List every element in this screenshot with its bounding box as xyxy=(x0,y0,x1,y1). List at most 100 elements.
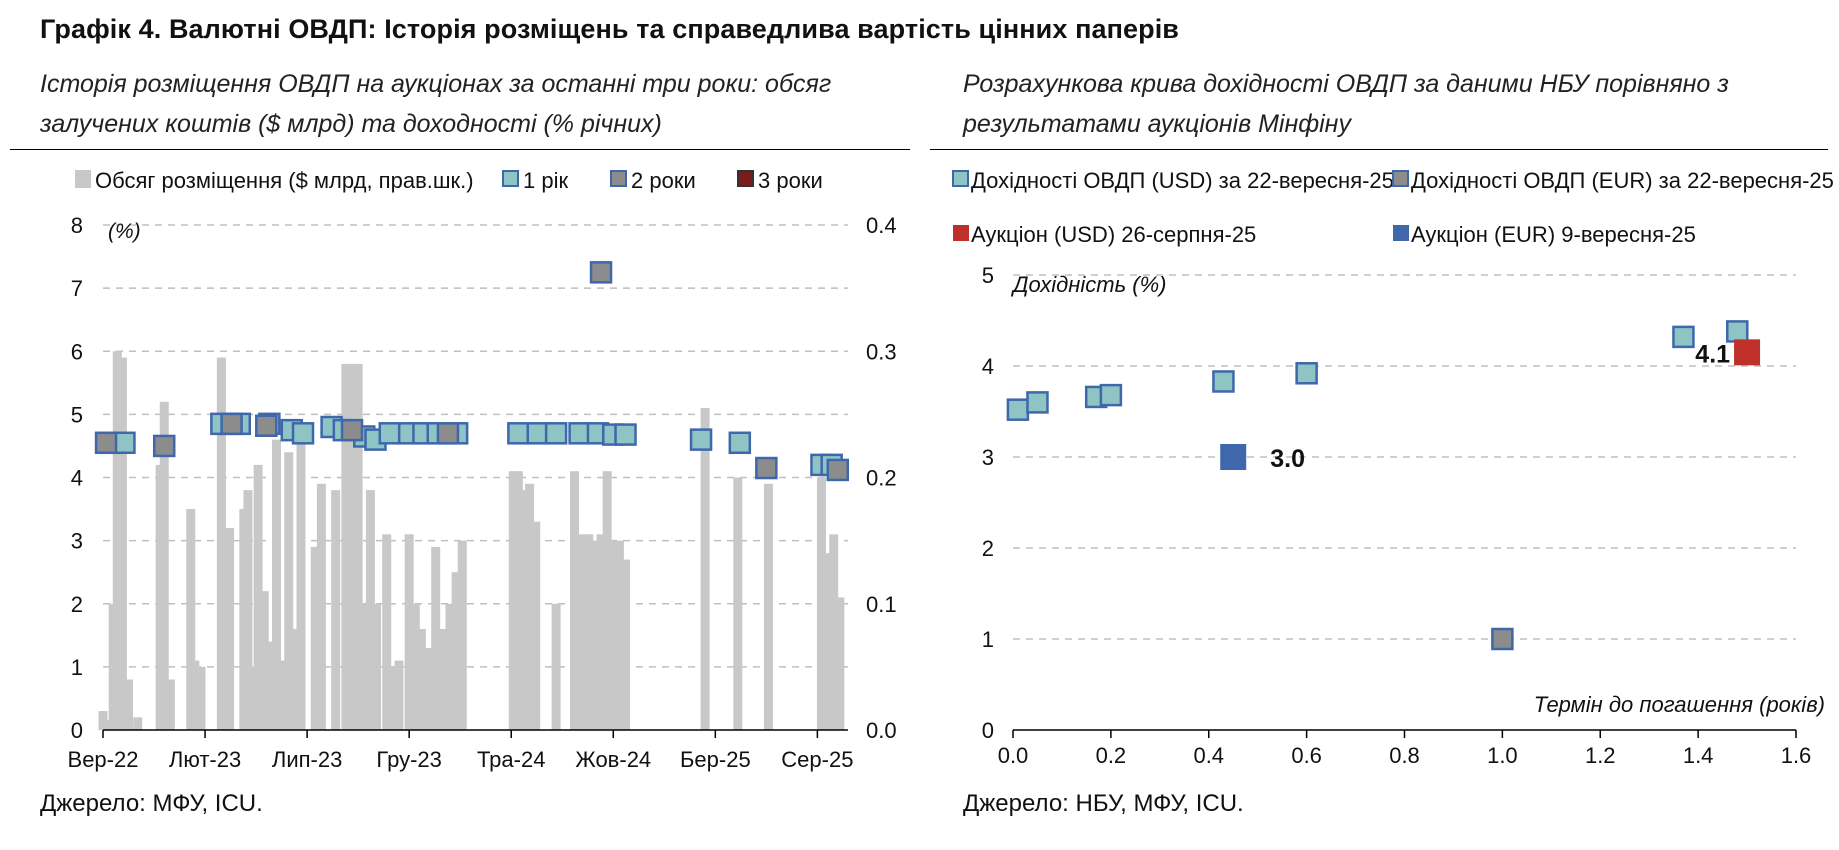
x-axis-title: Термін до погашення (років) xyxy=(1534,692,1825,717)
volume-bar xyxy=(365,490,375,730)
y2-tick-label: 0.0 xyxy=(866,718,897,743)
y-tick-label: 7 xyxy=(71,276,83,301)
volume-bar xyxy=(835,597,845,730)
volume-bar xyxy=(700,408,710,730)
legend-swatch-volume xyxy=(75,170,91,188)
volume-bar xyxy=(431,546,441,730)
usd-yield-marker xyxy=(1672,325,1695,349)
y-tick-label: 4 xyxy=(71,466,83,491)
volume-bar xyxy=(416,629,426,730)
volume-bar xyxy=(829,534,839,730)
legend-label: Аукціон (USD) 26-серпня-25 xyxy=(971,222,1256,247)
y-tick-label: 1 xyxy=(982,627,994,652)
yield-marker xyxy=(589,261,613,284)
x-tick-label: 0.6 xyxy=(1291,743,1322,768)
legend-label: Дохідності ОВДП (USD) за 22-вересня-25 xyxy=(971,168,1394,193)
legend-swatch xyxy=(952,170,969,187)
legend-swatch xyxy=(502,170,519,187)
yield-marker xyxy=(544,422,568,445)
volume-bar xyxy=(590,540,600,730)
y-tick-label: 2 xyxy=(982,536,994,561)
yield-marker xyxy=(728,431,752,455)
usd-yield-marker xyxy=(1212,370,1235,393)
x-tick-label: Бер-25 xyxy=(680,747,751,772)
volume-bar xyxy=(253,464,263,730)
volume-bar xyxy=(112,351,122,730)
volume-bar xyxy=(102,719,112,730)
volume-bar xyxy=(445,603,455,730)
usd-yield-marker xyxy=(1026,391,1049,414)
y-tick-label: 0 xyxy=(71,718,83,743)
volume-bar xyxy=(733,477,743,730)
volume-bar xyxy=(614,540,624,730)
left-divider xyxy=(10,149,910,150)
y-tick-label: 3 xyxy=(982,445,994,470)
yield-marker xyxy=(152,434,176,458)
y2-tick-label: 0.3 xyxy=(866,339,897,364)
usd-yield-marker xyxy=(1726,320,1749,343)
yield-marker xyxy=(755,456,778,480)
x-tick-label: 1.2 xyxy=(1585,743,1616,768)
volume-bar xyxy=(159,401,169,730)
volume-bar xyxy=(310,546,320,730)
volume-bar xyxy=(823,553,833,730)
volume-bar xyxy=(525,483,535,730)
usd-auction-marker xyxy=(1734,339,1761,366)
x-tick-label: Вер-22 xyxy=(68,747,139,772)
legend-label: 3 роки xyxy=(758,168,823,193)
volume-bar xyxy=(551,603,561,730)
x-tick-label: 0.2 xyxy=(1096,743,1127,768)
legend-swatch xyxy=(610,170,627,187)
page-title: Графік 4. Валютні ОВДП: Історія розміщен… xyxy=(40,14,1180,44)
volume-bar xyxy=(569,471,579,730)
x-tick-label: 1.6 xyxy=(1781,743,1812,768)
usd-yield-marker xyxy=(1099,383,1123,407)
volume-bar xyxy=(186,509,196,730)
yield-marker xyxy=(689,428,713,451)
eur-auction-label: 3.0 xyxy=(1270,445,1305,473)
volume-bar xyxy=(290,629,300,730)
volume-bar xyxy=(584,534,594,730)
x-tick-label: 0.0 xyxy=(998,743,1029,768)
eur-auction-marker xyxy=(1220,444,1247,470)
volume-bar xyxy=(602,471,612,730)
volume-bar xyxy=(596,534,606,730)
y-axis-title: Дохідність (%) xyxy=(1010,272,1167,297)
volume-bar xyxy=(763,483,773,730)
legend-label: Аукціон (EUR) 9-вересня-25 xyxy=(1411,222,1696,247)
volume-bar xyxy=(190,660,200,730)
yield-marker xyxy=(220,412,243,436)
volume-bar xyxy=(621,559,631,730)
y-tick-label: 1 xyxy=(71,655,83,680)
eur-yield-marker xyxy=(1491,627,1514,651)
x-tick-label: Сер-25 xyxy=(781,747,853,772)
volume-bar xyxy=(196,666,206,730)
volume-bar xyxy=(247,666,257,730)
usd-auction-label: 4.1 xyxy=(1695,340,1730,368)
yield-marker xyxy=(255,414,278,437)
y2-tick-label: 0.2 xyxy=(866,466,897,491)
y-tick-label: 8 xyxy=(71,213,83,238)
x-tick-label: Лип-23 xyxy=(272,747,342,772)
legend-label: Обсяг розміщення ($ млрд, прав.шк.) xyxy=(95,168,474,193)
volume-bar xyxy=(124,679,134,730)
y-unit-label: (%) xyxy=(108,220,141,243)
volume-bar xyxy=(133,717,143,730)
legend-swatch xyxy=(1393,225,1409,241)
volume-bar xyxy=(331,490,341,730)
legend-swatch xyxy=(953,225,969,241)
volume-bar xyxy=(518,490,528,730)
yield-marker xyxy=(436,422,460,445)
x-tick-label: Лют-23 xyxy=(169,747,241,772)
volume-bar xyxy=(410,603,420,730)
left-source-note: Джерело: МФУ, ICU. xyxy=(40,790,263,817)
volume-bar xyxy=(278,660,288,730)
usd-yield-marker xyxy=(1295,362,1318,385)
volume-bar xyxy=(216,357,226,730)
legend-swatch xyxy=(1392,170,1409,187)
volume-bar xyxy=(165,679,175,730)
volume-bar xyxy=(437,629,447,730)
volume-bar xyxy=(423,647,433,730)
volume-bar xyxy=(608,540,618,730)
